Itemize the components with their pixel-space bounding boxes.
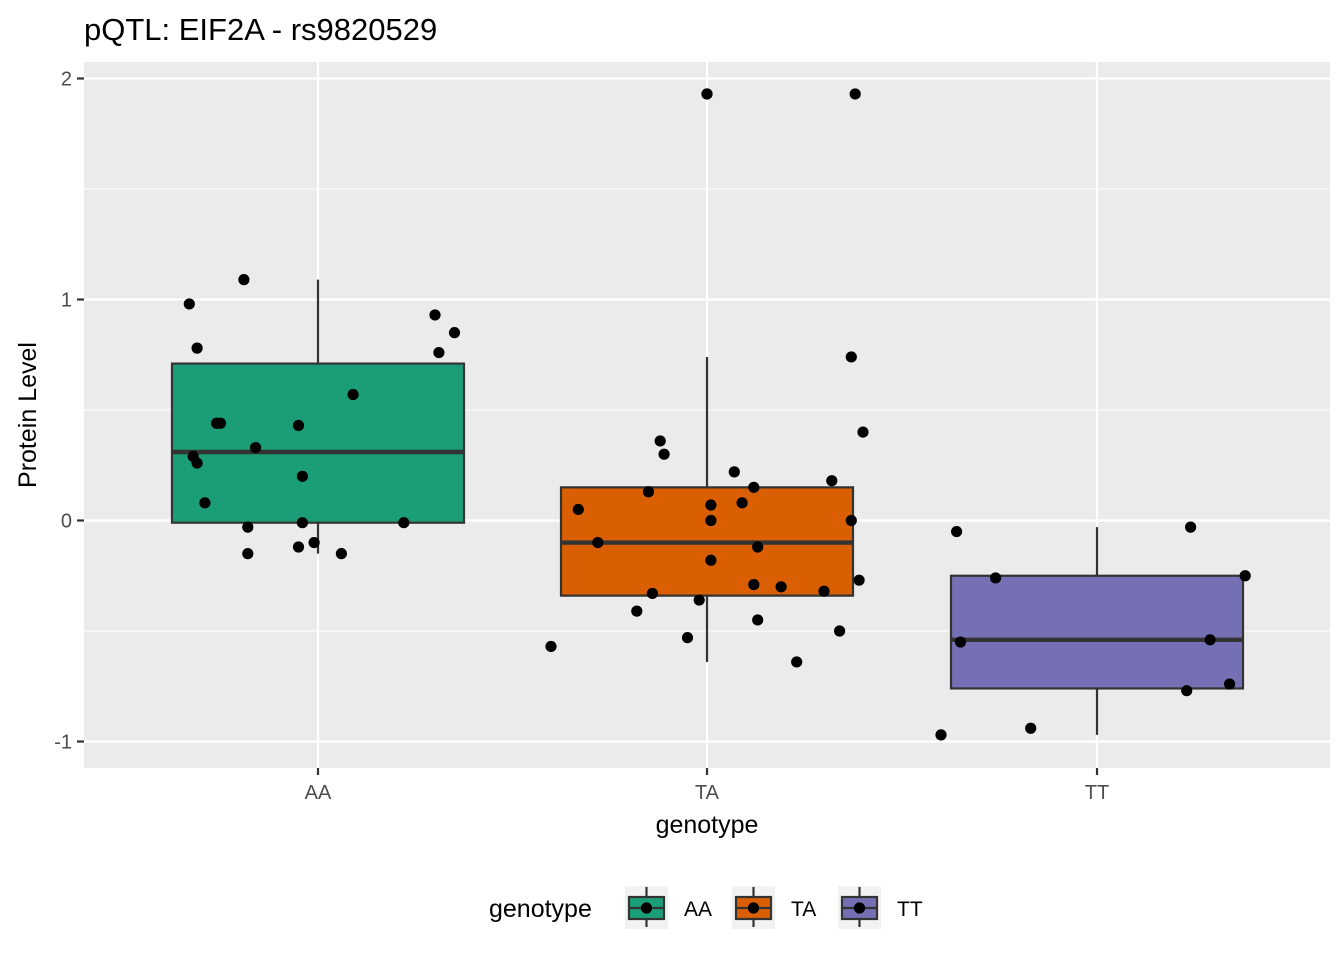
data-point	[705, 514, 717, 527]
data-point	[935, 729, 947, 741]
x-axis-title: genotype	[656, 811, 759, 839]
data-point	[296, 470, 308, 482]
data-point	[398, 517, 410, 529]
box-iqr	[170, 362, 466, 524]
data-point	[592, 537, 604, 549]
data-point	[654, 435, 666, 447]
data-point	[701, 88, 713, 100]
data-point	[238, 274, 250, 286]
data-point	[183, 298, 195, 310]
data-point	[292, 541, 305, 553]
x-tick-label: AA	[305, 782, 332, 804]
data-point	[845, 351, 857, 363]
data-point	[705, 499, 717, 511]
data-point	[681, 632, 694, 644]
data-point	[448, 327, 461, 339]
data-point	[347, 388, 359, 401]
data-point	[646, 587, 659, 600]
legend-item-TA: TA	[732, 886, 816, 929]
data-point	[242, 548, 254, 560]
data-point	[853, 574, 865, 586]
data-point	[834, 625, 846, 637]
legend-key-point	[853, 902, 866, 914]
legend-label: TA	[791, 898, 816, 921]
data-point	[1025, 722, 1037, 734]
data-point	[1181, 685, 1193, 697]
point-layer	[183, 88, 1251, 741]
data-point	[1204, 634, 1216, 646]
data-point	[1239, 570, 1251, 582]
data-point	[658, 448, 670, 460]
chart-title: pQTL: EIF2A - rs9820529	[84, 12, 437, 47]
data-point	[1185, 521, 1197, 533]
data-point	[335, 548, 347, 560]
data-point	[433, 346, 445, 359]
data-point	[857, 426, 869, 438]
data-point	[250, 441, 262, 454]
legend-title: genotype	[489, 895, 592, 923]
data-point	[199, 497, 211, 509]
legend-item-AA: AA	[625, 886, 712, 929]
data-point	[642, 486, 655, 498]
data-point	[545, 640, 557, 653]
data-point	[951, 525, 963, 538]
y-tick-label: 0	[61, 511, 72, 533]
data-point	[990, 572, 1002, 584]
box-layer	[170, 279, 1245, 735]
data-point	[693, 594, 705, 606]
data-point	[296, 517, 308, 529]
data-point	[748, 481, 760, 493]
legend-key-point	[747, 902, 760, 914]
box-TT	[949, 527, 1245, 735]
data-point	[752, 541, 764, 553]
data-point	[752, 614, 764, 626]
data-point	[308, 537, 320, 549]
data-point	[849, 88, 861, 100]
data-point	[705, 554, 717, 566]
y-tick-label: 2	[61, 69, 72, 91]
y-tick-label: 1	[61, 290, 72, 312]
data-point	[736, 497, 748, 509]
data-point	[954, 636, 967, 648]
legend-label: AA	[684, 898, 712, 921]
data-point	[631, 605, 643, 617]
box-AA	[170, 279, 466, 554]
data-point	[242, 521, 254, 533]
data-point	[818, 585, 830, 597]
y-tick-label: -1	[54, 732, 72, 754]
legend-item-TT: TT	[838, 886, 923, 929]
y-axis-title: Protein Level	[14, 342, 42, 488]
box-iqr	[949, 574, 1245, 690]
axes: -1 0 1 2 AA TA TT	[54, 69, 1109, 805]
data-point	[572, 503, 584, 516]
x-tick-label: TT	[1085, 782, 1109, 804]
legend-key-point	[640, 902, 653, 914]
data-point	[791, 656, 803, 668]
x-tick-label: TA	[695, 782, 720, 804]
data-point	[429, 309, 441, 321]
data-point	[826, 475, 838, 487]
data-point	[748, 578, 760, 591]
data-point	[214, 417, 227, 429]
data-point	[775, 581, 787, 593]
data-point	[728, 466, 740, 478]
data-point	[191, 342, 203, 354]
data-point	[845, 514, 857, 527]
data-point	[1224, 678, 1236, 690]
legend-label: TT	[897, 898, 923, 921]
data-point	[191, 457, 203, 469]
data-point	[292, 419, 305, 432]
legend: genotype AA TA TT	[489, 886, 923, 929]
